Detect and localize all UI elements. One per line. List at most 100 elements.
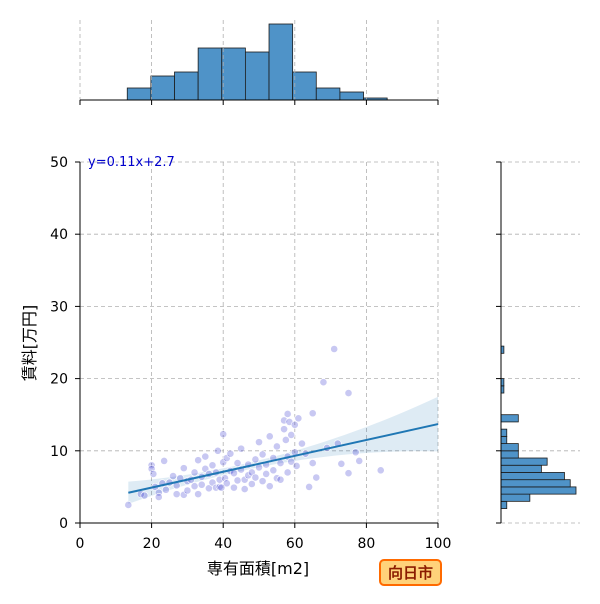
data-point <box>308 459 317 467</box>
data-point <box>219 430 228 439</box>
data-point <box>308 409 317 418</box>
data-point <box>222 479 231 488</box>
data-point <box>208 461 217 470</box>
regression-equation: y=0.11x+2.7 <box>88 155 175 170</box>
y-tick-label: 50 <box>50 155 68 171</box>
data-point <box>344 389 353 397</box>
top-hist-bar <box>197 47 223 101</box>
x-tick-label: 40 <box>214 536 232 552</box>
data-point <box>287 431 296 439</box>
data-point <box>258 477 267 486</box>
x-tick-label: 60 <box>286 536 304 552</box>
x-axis-label: 専有面積[m2] <box>207 559 309 578</box>
top-hist-bar <box>174 71 199 101</box>
data-point <box>276 475 285 484</box>
data-point <box>292 462 301 470</box>
top-hist-bar <box>315 87 341 101</box>
data-point <box>221 474 229 483</box>
data-point <box>251 473 260 482</box>
data-point <box>281 436 290 444</box>
data-point <box>319 378 328 387</box>
data-point <box>124 501 133 509</box>
top-hist-bar <box>221 47 246 101</box>
data-point <box>265 482 274 491</box>
city-badge: 向日市 <box>379 559 442 586</box>
data-point <box>312 473 321 482</box>
data-point <box>240 485 249 493</box>
x-tick-label: 20 <box>143 536 161 552</box>
data-point <box>179 464 188 473</box>
data-point <box>190 482 199 491</box>
data-point <box>290 420 299 429</box>
top-marginal-histogram <box>79 20 439 105</box>
data-point <box>280 425 288 434</box>
right-hist-bar <box>500 493 531 502</box>
top-hist-bar <box>244 51 270 101</box>
y-tick-label: 30 <box>50 299 68 315</box>
data-point <box>272 442 281 451</box>
data-point <box>233 459 242 467</box>
data-point <box>330 345 339 353</box>
right-hist-bar <box>500 472 565 481</box>
right-hist-bar <box>500 414 519 423</box>
right-marginal-histogram <box>496 161 580 524</box>
data-point <box>230 483 238 492</box>
data-point <box>255 438 263 447</box>
y-axis-label: 賃料[万円] <box>20 305 39 382</box>
data-point <box>226 449 235 458</box>
right-hist-bar <box>500 428 508 437</box>
data-point <box>217 483 226 492</box>
data-point <box>140 491 149 500</box>
data-point <box>337 459 346 468</box>
top-hist-bar <box>150 75 175 101</box>
data-point <box>160 457 169 465</box>
data-point <box>169 472 177 480</box>
data-point <box>237 444 245 453</box>
data-point <box>269 466 278 475</box>
regression-line-group <box>128 423 439 494</box>
data-point <box>154 488 163 497</box>
right-hist-bar <box>500 457 548 466</box>
y-tick-label: 10 <box>50 444 68 460</box>
data-point <box>194 490 203 499</box>
tick-labels: 0 20 40 60 80 100 0 10 20 30 40 50 <box>50 155 451 552</box>
x-tick-label: 0 <box>76 536 85 552</box>
right-hist-bar <box>500 500 508 509</box>
top-hist-bar <box>126 87 152 101</box>
data-point <box>305 482 314 491</box>
data-point <box>149 470 158 478</box>
data-point <box>283 410 292 418</box>
data-point <box>172 490 181 499</box>
x-tick-label: 80 <box>357 536 375 552</box>
data-point <box>162 485 170 494</box>
main-axes <box>75 161 439 528</box>
right-hist-bar <box>500 486 577 495</box>
data-point <box>190 468 199 477</box>
data-point <box>183 486 192 495</box>
regression-confidence-band <box>128 396 438 504</box>
data-point <box>265 432 274 441</box>
data-point <box>154 493 163 501</box>
y-tick-label: 0 <box>59 516 68 532</box>
data-point <box>355 457 364 465</box>
data-point <box>376 466 385 475</box>
right-hist-bar <box>500 479 571 488</box>
data-point <box>298 439 306 448</box>
data-point <box>294 414 303 423</box>
right-hist-bar <box>500 443 519 452</box>
regression-line <box>128 423 439 494</box>
data-point <box>262 470 271 478</box>
y-tick-label: 40 <box>50 227 68 243</box>
top-hist-bar <box>292 71 317 101</box>
data-point <box>287 457 296 466</box>
confidence-band-area <box>128 396 438 504</box>
data-point <box>247 480 256 488</box>
right-hist-bar <box>500 464 542 473</box>
data-point <box>213 446 222 455</box>
data-point <box>201 452 210 461</box>
data-point <box>258 450 267 459</box>
data-point <box>197 480 206 489</box>
y-tick-label: 20 <box>50 372 68 388</box>
data-point <box>233 476 242 485</box>
